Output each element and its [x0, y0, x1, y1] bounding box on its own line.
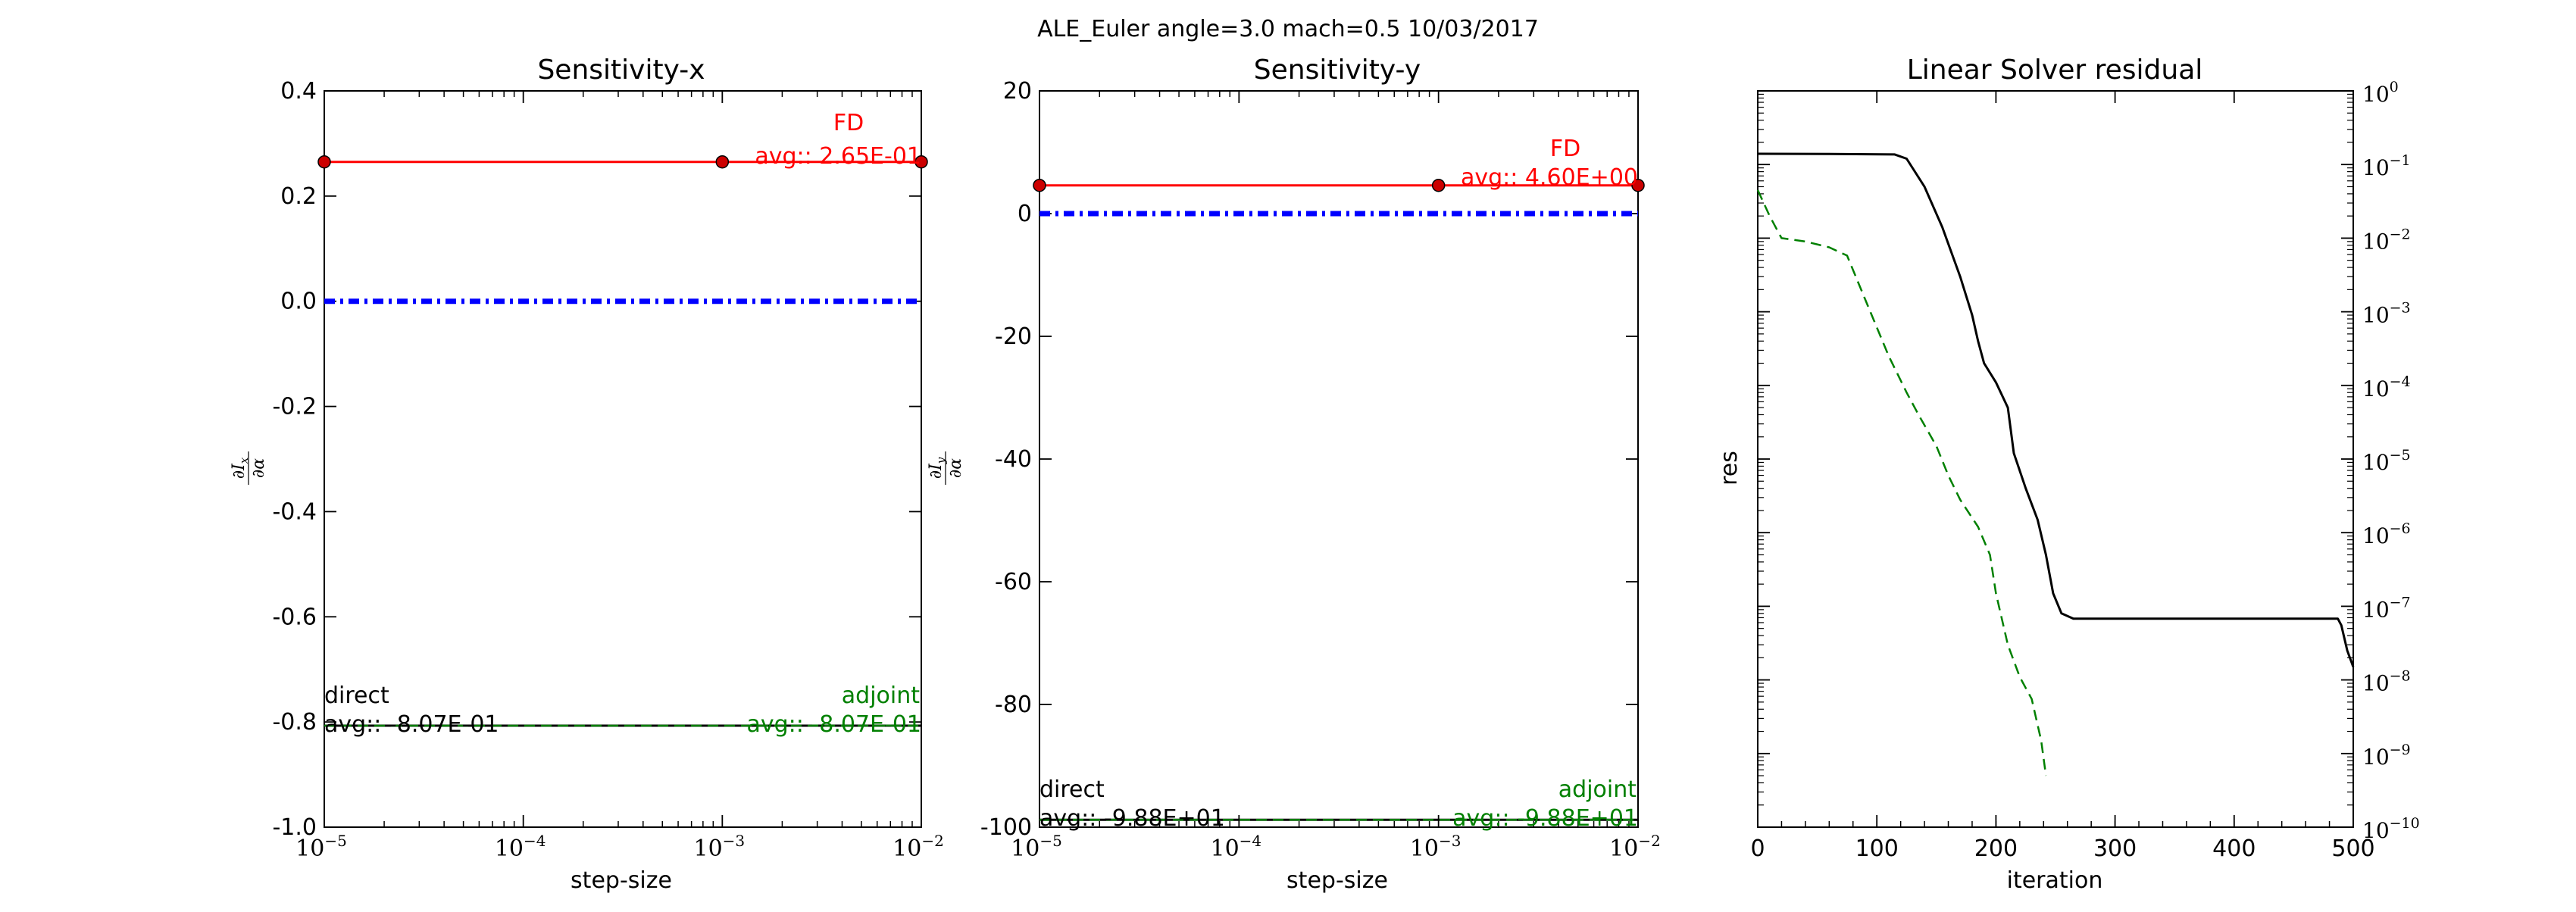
- sensitivity-y-axes: 10−5 10−4 10−3 10−2 20 0 -20 -40 -60 -80 -100: [980, 78, 1661, 862]
- y-tick-label: 10−5: [2362, 447, 2411, 475]
- y-tick-label: 100: [2362, 79, 2399, 107]
- fd-data-point: [1631, 178, 1645, 192]
- x-tick-label: 500: [2331, 835, 2374, 862]
- y-tick-label: 10−9: [2362, 742, 2411, 770]
- x-tick-label: 10−5: [295, 832, 347, 862]
- adjoint-legend-label: adjoint: [842, 682, 920, 709]
- fd-data-point: [715, 155, 730, 169]
- residual-ylabel: res: [1716, 451, 1743, 486]
- y-tick-label: 0.2: [280, 183, 317, 210]
- sensitivity-x-panel: Sensitivity-x step-size ∂Ix ∂α 10−5 10−4 1…: [230, 55, 944, 894]
- y-tick-label: 10−6: [2362, 520, 2411, 548]
- fd-average-label: avg:: 2.65E-01: [755, 143, 921, 170]
- x-tick-label: 0: [1750, 835, 1765, 862]
- x-tick-label: 10−2: [1609, 832, 1661, 862]
- y-tick-label: 10−4: [2362, 373, 2411, 401]
- axes-frame: [324, 90, 922, 828]
- y-tick-label: 10−3: [2362, 300, 2411, 328]
- x-tick-label: 200: [1974, 835, 2018, 862]
- fd-legend-label: FD: [833, 110, 864, 136]
- y-tick-label: -0.8: [272, 709, 317, 736]
- fd-data-point: [1033, 178, 1046, 192]
- x-tick-label: 300: [2093, 835, 2137, 862]
- series-0-line: [1757, 152, 2355, 668]
- y-tick-label: 0: [1018, 201, 1032, 227]
- y-tick-label: -60: [995, 569, 1032, 595]
- direct-average-label: avg:: -8.07E-01: [324, 711, 499, 738]
- residual-title: Linear Solver residual: [1907, 55, 2203, 86]
- y-tick-label: 10−10: [2362, 815, 2420, 843]
- y-tick-label: -80: [995, 692, 1032, 718]
- y-tick-label: -0.4: [272, 498, 317, 525]
- y-tick-label: -0.6: [272, 604, 317, 630]
- residual-plot-area: [1756, 152, 2355, 776]
- y-tick-label: -40: [995, 446, 1032, 473]
- sensitivity-y-title: Sensitivity-y: [1254, 55, 1421, 86]
- x-tick-label: 10−5: [1011, 832, 1062, 862]
- y-tick-label: 20: [1003, 78, 1032, 105]
- x-tick-label: 100: [1855, 835, 1899, 862]
- sensitivity-y-plot-area: [1033, 178, 1645, 821]
- x-tick-label: 400: [2212, 835, 2256, 862]
- x-tick-label: 10−4: [1210, 832, 1261, 862]
- y-tick-label: 10−1: [2362, 152, 2411, 180]
- y-tick-label: 10−8: [2362, 668, 2411, 696]
- adjoint-average-label: avg:: -9.88E+01: [1452, 805, 1638, 832]
- figure-suptitle: ALE_Euler angle=3.0 mach=0.5 10/03/2017: [1037, 16, 1539, 42]
- y-tick-label: -1.0: [272, 814, 317, 841]
- adjoint-average-label: avg:: -8.07E-01: [746, 711, 921, 738]
- x-tick-label: 10−2: [893, 832, 944, 862]
- y-tick-label: 10−2: [2362, 226, 2411, 254]
- adjoint-legend-label: adjoint: [1558, 776, 1637, 803]
- sensitivity-x-plot-area: [317, 155, 928, 727]
- svg-text:∂α: ∂α: [946, 458, 965, 478]
- y-tick-label: 0.0: [280, 289, 317, 315]
- direct-average-label: avg:: -9.88E+01: [1039, 805, 1225, 832]
- x-tick-label: 10−4: [495, 832, 546, 862]
- y-tick-label: 10−7: [2362, 594, 2411, 622]
- residual-axes: 0 100 200 300 400 500 100 10−1 10−2 10−3 10−4 10−5 1…: [1750, 79, 2419, 862]
- fd-data-point: [317, 155, 331, 169]
- sensitivity-y-xlabel: step-size: [1286, 867, 1388, 894]
- fd-legend-label: FD: [1550, 136, 1580, 162]
- y-tick-label: -100: [980, 814, 1032, 841]
- x-tick-label: 10−3: [693, 832, 745, 862]
- residual-panel: Linear Solver residual iteration res 0 10…: [1716, 55, 2420, 894]
- x-tick-label: 10−3: [1410, 832, 1462, 862]
- svg-text:∂α: ∂α: [249, 458, 268, 478]
- sensitivity-x-xlabel: step-size: [571, 867, 672, 894]
- y-tick-label: 0.4: [280, 78, 317, 105]
- y-tick-label: -0.2: [272, 394, 317, 420]
- sensitivity-y-panel: Sensitivity-y step-size ∂Iy ∂α 10−5 10−4 1…: [927, 55, 1661, 894]
- residual-xlabel: iteration: [2007, 867, 2103, 894]
- direct-legend-label: direct: [1039, 776, 1105, 803]
- series-1-line: [1756, 189, 2047, 776]
- y-tick-label: -20: [995, 323, 1032, 350]
- sensitivity-x-axes: 10−5 10−4 10−3 10−2 0.4 0.2 0.0 -0.2 -0.4 -0.6 -0.…: [272, 78, 943, 862]
- direct-legend-label: direct: [324, 682, 389, 709]
- fd-data-point: [914, 155, 928, 169]
- fd-data-point: [1431, 178, 1446, 192]
- fd-average-label: avg:: 4.60E+00: [1461, 164, 1638, 191]
- sensitivity-x-title: Sensitivity-x: [537, 55, 705, 86]
